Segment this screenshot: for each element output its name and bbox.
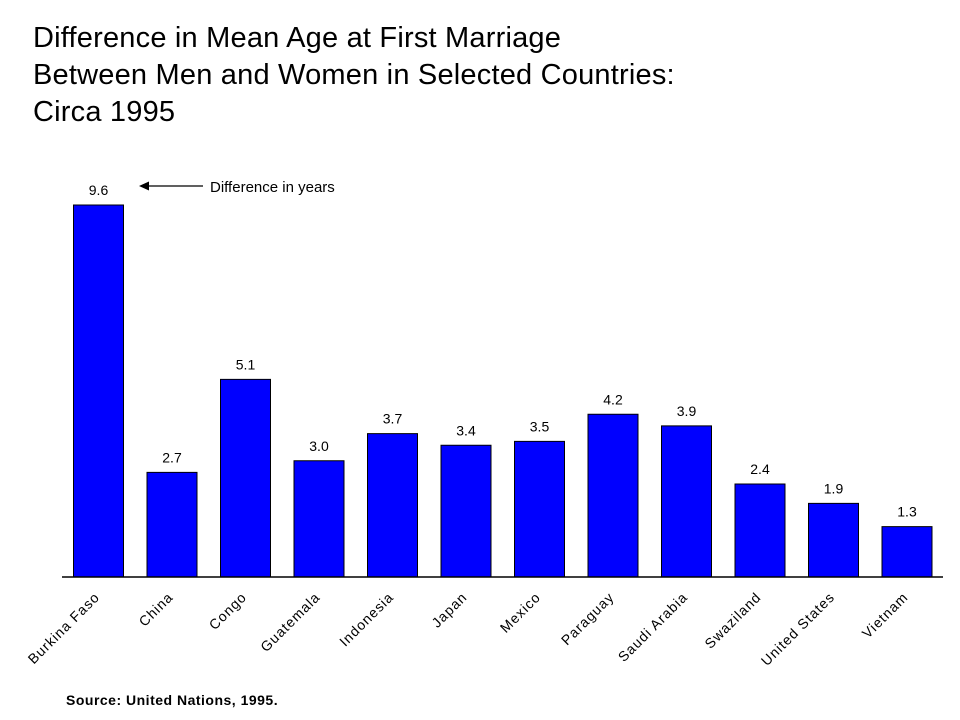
title-line-2: Between Men and Women in Selected Countr… bbox=[33, 59, 675, 91]
bar bbox=[220, 378, 271, 578]
bar-value-label: 3.5 bbox=[530, 418, 550, 434]
category-label: Paraguay bbox=[558, 589, 617, 648]
category-label: Saudi Arabia bbox=[615, 589, 691, 665]
value-labels-group: 9.6 2.7 5.1 3.0 3.7 3.4 3.5 4.2 3.9 2.4 1.9 1.3 bbox=[89, 182, 917, 520]
category-label: China bbox=[135, 589, 176, 630]
bar-value-label: 3.7 bbox=[383, 411, 403, 427]
category-label: Mexico bbox=[497, 589, 544, 636]
source-note: Source: United Nations, 1995. bbox=[66, 692, 279, 708]
category-label: Japan bbox=[428, 589, 470, 631]
bar-value-label: 9.6 bbox=[89, 182, 109, 198]
bar bbox=[73, 204, 124, 578]
bar-value-label: 2.4 bbox=[750, 461, 770, 477]
category-label: Indonesia bbox=[336, 589, 397, 650]
title-line-1: Difference in Mean Age at First Marriage bbox=[33, 22, 562, 54]
category-label: Congo bbox=[206, 589, 250, 633]
bar bbox=[734, 483, 786, 578]
bar-value-label: 3.0 bbox=[309, 438, 329, 454]
category-label: Swaziland bbox=[701, 589, 764, 652]
bar bbox=[514, 440, 565, 578]
bar-value-label: 1.9 bbox=[824, 480, 844, 496]
category-label: Burkina Faso bbox=[24, 589, 102, 667]
bar bbox=[293, 460, 345, 578]
bar bbox=[808, 502, 859, 578]
annotation: Difference in years bbox=[139, 179, 335, 196]
category-labels-group: Burkina Faso China Congo Guatemala Indonesia… bbox=[24, 589, 911, 669]
bar bbox=[881, 526, 933, 578]
chart-title: Difference in Mean Age at First Marriage… bbox=[33, 20, 675, 131]
bar-value-label: 5.1 bbox=[236, 356, 256, 372]
bar bbox=[440, 444, 492, 578]
arrow-head-icon bbox=[139, 181, 149, 191]
bar-value-label: 3.4 bbox=[456, 422, 476, 438]
bar bbox=[146, 471, 198, 578]
bar bbox=[661, 425, 712, 578]
category-label: Vietnam bbox=[859, 589, 911, 641]
bars-group bbox=[73, 204, 933, 578]
category-label: Guatemala bbox=[257, 589, 323, 655]
bar bbox=[587, 413, 639, 578]
title-line-3: Circa 1995 bbox=[33, 96, 176, 128]
bar-value-label: 1.3 bbox=[897, 504, 917, 520]
category-label: United States bbox=[758, 589, 838, 669]
bar bbox=[367, 433, 418, 578]
bar-value-label: 2.7 bbox=[162, 449, 182, 465]
bar-value-label: 4.2 bbox=[603, 391, 623, 407]
bar-value-label: 3.9 bbox=[677, 403, 697, 419]
annotation-text: Difference in years bbox=[210, 179, 335, 196]
